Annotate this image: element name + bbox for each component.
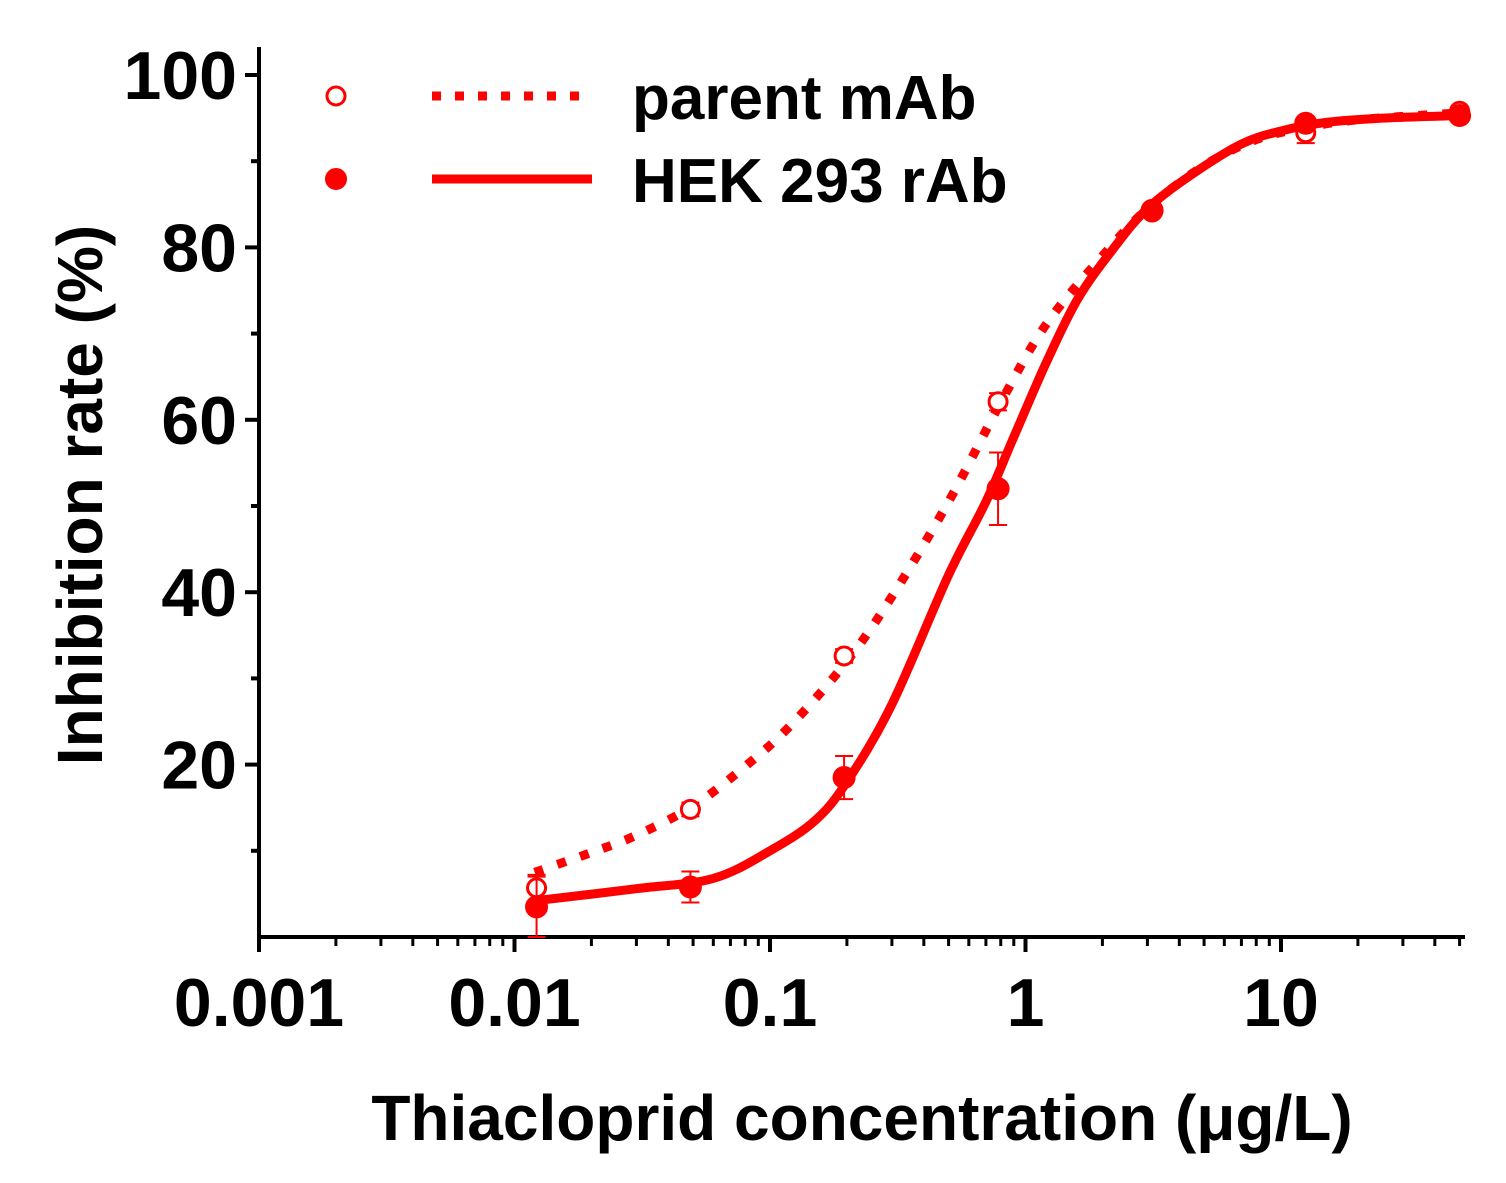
y-tick-label: 80 [161,210,237,286]
data-point-hek293-rab [678,875,702,899]
legend-label-parent-mab: parent mAb [632,64,976,133]
data-point-hek293-rab [832,766,856,790]
y-tick-label: 100 [124,38,237,114]
data-point-hek293-rab [525,895,549,919]
data-point-hek293-rab [986,477,1010,501]
x-tick-label: 1 [1007,965,1045,1041]
data-point-hek293-rab [1140,198,1164,222]
data-markers [525,100,1472,938]
y-tick-label: 40 [161,555,237,631]
legend-marker-hek293-rab [325,168,347,190]
data-point-hek293-rab [1294,111,1318,135]
y-axis-title: Inhibition rate (%) [44,225,116,765]
x-axis-title: Thiacloprid concentration (μg/L) [371,1082,1352,1154]
data-point-parent-mab [833,645,855,667]
data-point-parent-mab [679,798,701,820]
y-tick-label: 60 [161,383,237,459]
y-tick-label: 20 [161,728,237,804]
fit-curve-hek293-rab [534,111,1460,906]
data-point-hek293-rab [1448,104,1472,128]
x-tick-label: 0.01 [448,965,580,1041]
legend-marker-parent-mab [325,85,347,107]
x-tick-label: 10 [1243,965,1319,1041]
x-tick-label: 0.1 [723,965,818,1041]
legend-label-hek293-rab: HEK 293 rAb [632,147,1008,216]
legend: parent mAb HEK 293 rAb [325,64,1008,216]
x-tick-label: 0.001 [174,965,344,1041]
axes: 20 40 60 80 100 0.001 0.01 0.1 1 10 [124,38,1465,1041]
data-point-parent-mab [987,391,1009,413]
